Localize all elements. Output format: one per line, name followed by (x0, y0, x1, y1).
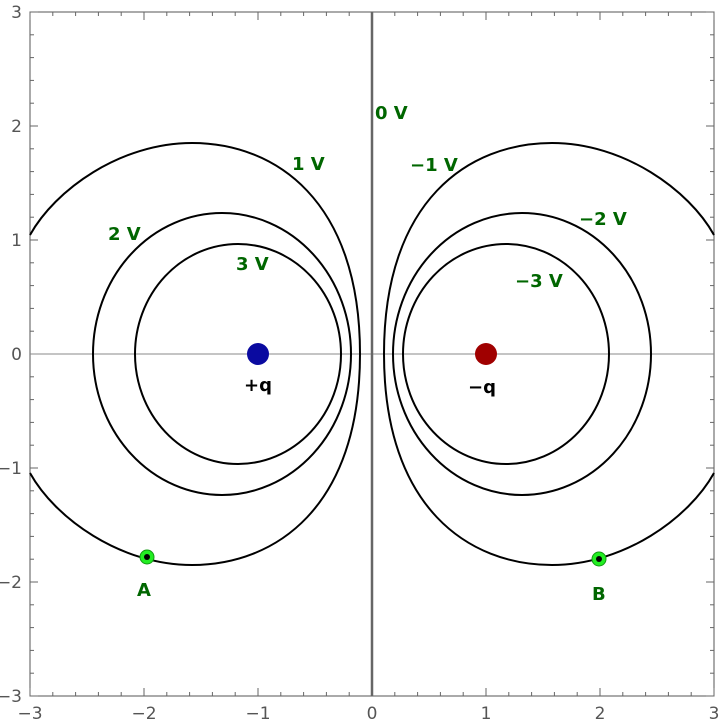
label-1v: 1 V (292, 154, 325, 175)
label-neg1v: −1 V (410, 155, 458, 176)
y-tick-label: 1 (11, 231, 22, 251)
equipotential-neg3v (402, 243, 610, 465)
negative-charge-label: −q (468, 377, 496, 398)
y-tick-label: 2 (11, 117, 22, 137)
equipotential-3v (134, 243, 342, 465)
equipotential-2v (92, 212, 352, 496)
positive-charge-dot (247, 343, 269, 365)
y-tick-label: −1 (0, 459, 22, 479)
y-tick-label: 0 (11, 345, 22, 365)
y-tick-label: −2 (0, 573, 22, 593)
label-neg3v: −3 V (515, 271, 563, 292)
point-a-label: A (137, 580, 151, 601)
label-2v: 2 V (108, 224, 141, 245)
x-tick-label: 3 (709, 704, 720, 724)
y-tick-label: −3 (0, 687, 22, 707)
point-b-center (596, 556, 602, 562)
x-tick-label: −3 (17, 704, 42, 724)
negative-charge-dot (475, 343, 497, 365)
equipotential-neg2v (392, 212, 652, 496)
label-3v: 3 V (236, 254, 269, 275)
tick-labels: −3 −2 −1 0 1 2 3 −3 −2 −1 0 1 2 3 (0, 3, 719, 724)
label-neg2v: −2 V (579, 209, 627, 230)
x-tick-label: 0 (367, 704, 378, 724)
y-tick-label: 3 (11, 3, 22, 23)
positive-charge-label: +q (244, 375, 272, 396)
x-tick-label: 1 (481, 704, 492, 724)
x-tick-label: 2 (595, 704, 606, 724)
label-0v: 0 V (375, 103, 408, 124)
point-a-center (144, 554, 150, 560)
point-b-label: B (592, 584, 606, 605)
x-tick-label: −2 (131, 704, 156, 724)
x-tick-label: −1 (245, 704, 270, 724)
